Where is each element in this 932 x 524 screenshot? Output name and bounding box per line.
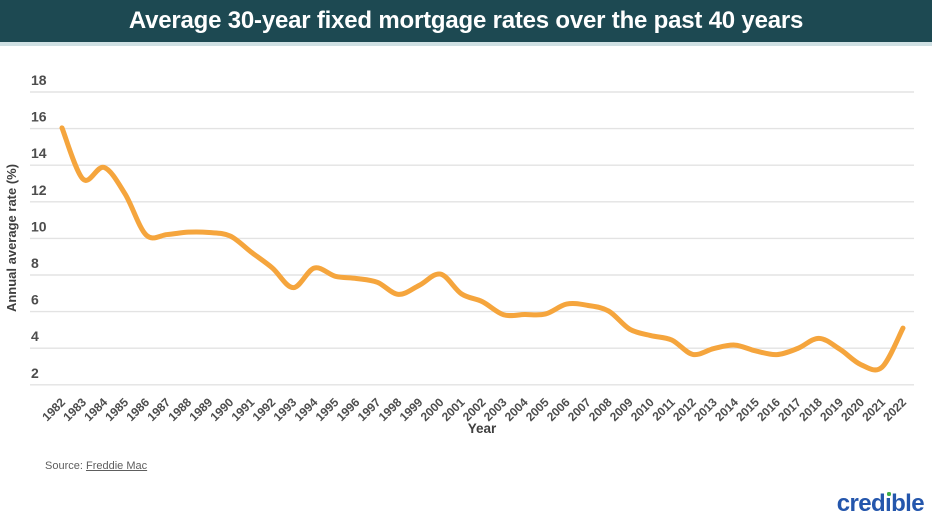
y-tick-label: 18: [31, 72, 47, 88]
y-tick-label: 8: [31, 255, 39, 271]
y-tick-label: 4: [31, 328, 39, 344]
source-label: Source:: [45, 460, 83, 472]
y-tick-label: 16: [31, 109, 47, 125]
y-tick-label: 6: [31, 292, 39, 308]
x-axis-title: Year: [468, 421, 497, 436]
brand-text-pre: cred: [836, 490, 886, 517]
rate-line: [59, 125, 906, 373]
source-note: Source: Freddie Mac: [45, 460, 147, 472]
mortgage-rate-line-chart: 2468101214161819821983198419851986198719…: [4, 72, 914, 436]
y-axis-title: Annual average rate (%): [4, 164, 19, 312]
brand-logo: cred ıble: [836, 490, 925, 518]
y-tick-label: 10: [31, 218, 47, 234]
chart-title: Average 30-year fixed mortgage rates ove…: [128, 7, 804, 34]
brand-i-dot: [886, 491, 892, 497]
y-tick-label: 12: [31, 182, 47, 198]
y-tick-label: 2: [31, 365, 39, 381]
brand-letter-i: ı: [885, 490, 892, 518]
brand-text-i: ı: [885, 490, 892, 517]
brand-text-post: ble: [891, 490, 924, 517]
title-banner: Average 30-year fixed mortgage rates ove…: [0, 0, 932, 46]
x-tick-label: 2022: [880, 395, 909, 424]
y-tick-label: 14: [31, 145, 47, 161]
source-link[interactable]: Freddie Mac: [85, 460, 148, 472]
